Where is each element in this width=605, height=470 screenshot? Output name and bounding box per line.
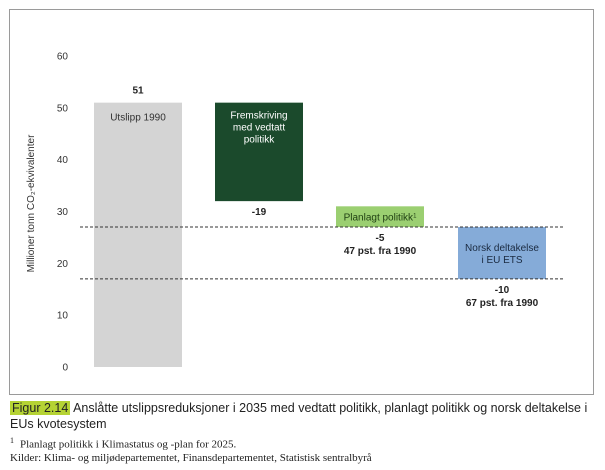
bar-label: Utslipp 1990 <box>110 113 166 124</box>
bar-label: Planlagt politikk1 <box>344 213 417 224</box>
bar <box>458 227 546 279</box>
y-tick-label: 0 <box>62 363 68 374</box>
reference-lines <box>80 226 563 280</box>
source-line: Kilder: Klima- og miljødepartementet, Fi… <box>10 452 372 464</box>
bar <box>336 206 424 228</box>
footnote-text: Planlagt politikk i Klimastatus og -plan… <box>20 438 237 451</box>
bar <box>94 102 182 368</box>
caption-text: Anslåtte utslippsreduksjoner i 2035 med … <box>10 401 588 431</box>
bar <box>215 102 303 202</box>
footnote-marker: 1 <box>10 436 14 445</box>
y-tick-label: 40 <box>57 155 69 166</box>
footnote: 1 Planlagt politikk i Klimastatus og -pla… <box>10 436 236 451</box>
bar-label: i EU ETS <box>481 255 522 266</box>
chart-frame: 0 10 20 30 40 50 60 Millioner tonn CO₂-ekvival… <box>9 9 594 395</box>
y-tick-label: 60 <box>57 52 69 63</box>
bar-value-label: -5 <box>376 233 385 244</box>
waterfall-chart: 0 10 20 30 40 50 60 Millioner tonn CO₂-ekvival… <box>26 52 563 374</box>
figure-caption: Figur 2.14 Anslåtte utslippsreduksjoner … <box>10 400 595 432</box>
bar-label: Norsk deltakelse <box>465 243 539 254</box>
bar-value-label: -19 <box>252 207 267 218</box>
y-tick-label: 30 <box>57 207 69 218</box>
y-tick-label: 10 <box>57 311 69 322</box>
y-axis-label: Millioner tonn CO₂-ekvivalenter <box>26 134 37 272</box>
bar-label: Fremskriving <box>230 111 287 122</box>
bar-sub-label: 47 pst. fra 1990 <box>344 246 417 257</box>
bar-label: med vedtatt <box>233 123 285 134</box>
y-tick-label: 20 <box>57 259 69 270</box>
bar-label: politikk <box>244 135 276 146</box>
bar-value-label: 51 <box>132 86 144 97</box>
y-axis: 0 10 20 30 40 50 60 <box>57 52 69 374</box>
bar-sub-label: 67 pst. fra 1990 <box>466 298 539 309</box>
bar-value-label: -10 <box>495 285 510 296</box>
figure-label: Figur 2.14 <box>10 401 71 415</box>
y-tick-label: 50 <box>57 103 69 114</box>
